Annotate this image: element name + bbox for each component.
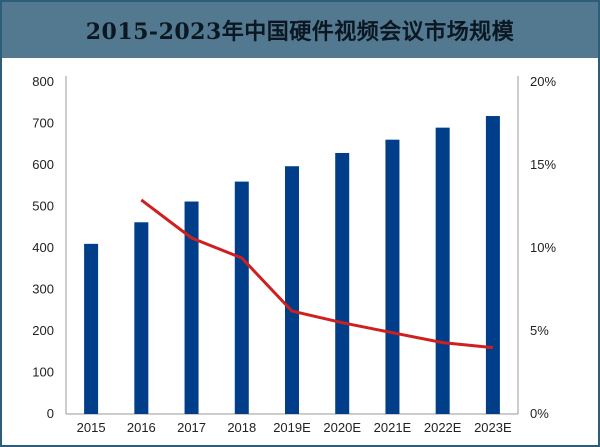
x-tick-label: 2021E (374, 420, 412, 435)
bar-2015 (84, 244, 98, 414)
y-left-tick-label: 500 (32, 199, 54, 214)
bar-2016 (134, 222, 148, 414)
y-left-tick-label: 100 (32, 365, 54, 380)
x-tick-label: 2016 (127, 420, 156, 435)
bar-2020E (335, 153, 349, 414)
y-left-tick-label: 300 (32, 282, 54, 297)
y-left-tick-label: 700 (32, 116, 54, 131)
chart-area: 0 100 200 300 400 500 600 700 800 0% 5% 10% 15% 20% 20… (0, 56, 600, 447)
y-left-tick-label: 600 (32, 157, 54, 172)
bar-2018 (235, 182, 249, 414)
x-tick-label: 2017 (177, 420, 206, 435)
x-tick-label: 2018 (227, 420, 256, 435)
y-right-tick-label: 10% (530, 240, 556, 255)
x-tick-label: 2015 (77, 420, 106, 435)
chart-title: 2015-2023年中国硬件视频会议市场规模 (86, 14, 515, 46)
y-left-tick-label: 200 (32, 323, 54, 338)
y-right-tick-label: 15% (530, 157, 556, 172)
bar-2023E (486, 116, 500, 414)
title-bar: 2015-2023年中国硬件视频会议市场规模 (2, 2, 598, 58)
y-right-tick-label: 5% (530, 323, 549, 338)
y-right-tick-label: 0% (530, 406, 549, 421)
y-left-tick-label: 0 (47, 406, 54, 421)
bar-2022E (436, 128, 450, 414)
bar-2021E (385, 140, 399, 414)
x-tick-label: 2019E (273, 420, 311, 435)
bar-2019E (285, 166, 299, 414)
y-right-tick-label: 20% (530, 74, 556, 89)
y-left-tick-label: 400 (32, 240, 54, 255)
y-left-tick-label: 800 (32, 74, 54, 89)
x-tick-label: 2023E (474, 420, 512, 435)
bars (84, 116, 500, 414)
x-tick-label: 2022E (424, 420, 462, 435)
x-tick-label: 2020E (323, 420, 361, 435)
